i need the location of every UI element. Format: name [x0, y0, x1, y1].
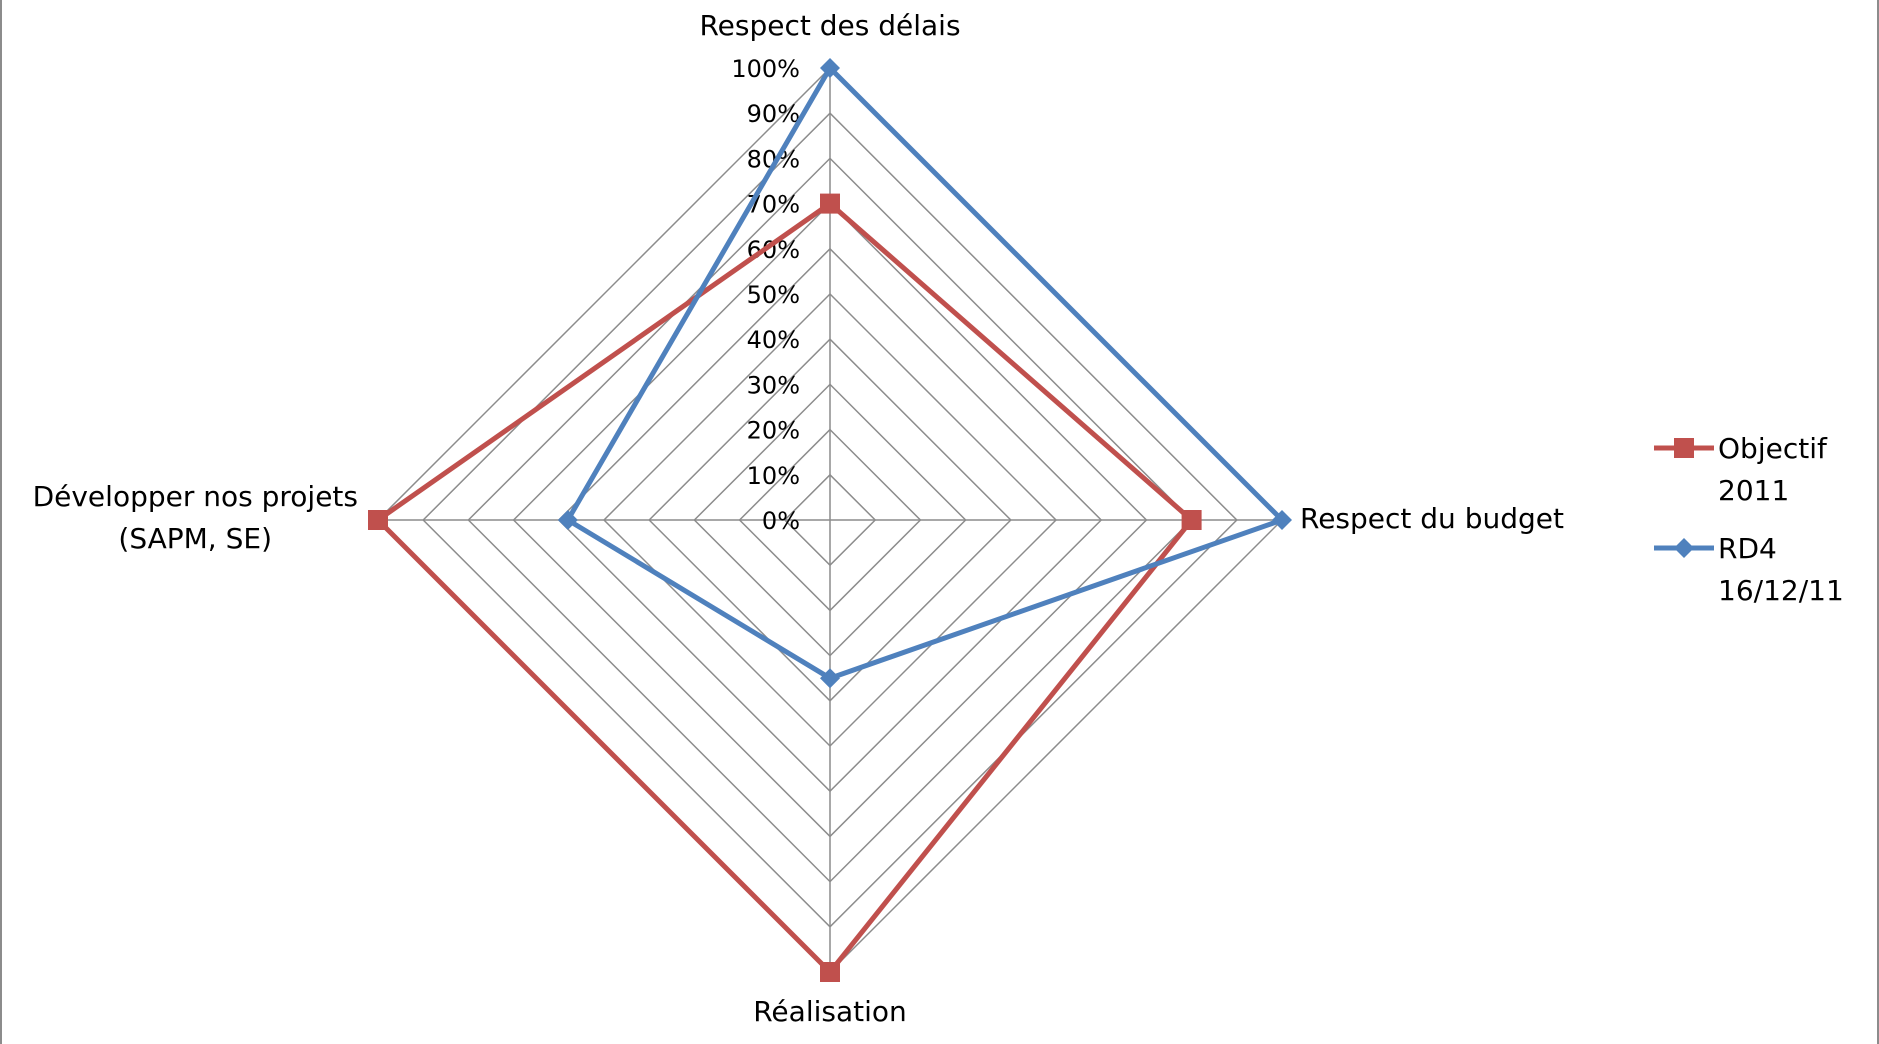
- data-point: [820, 668, 840, 689]
- data-point: [820, 193, 840, 214]
- legend-label-line: Objectif: [1718, 432, 1828, 465]
- tick-label: 20%: [747, 417, 800, 445]
- data-point: [820, 58, 840, 78]
- category-label: Développer nos projets (SAPM, SE): [33, 480, 358, 555]
- tick-label: 100%: [731, 55, 800, 83]
- legend-marker: [1674, 538, 1694, 558]
- legend-marker: [1674, 438, 1694, 458]
- tick-label: 90%: [747, 100, 800, 128]
- category-label-line: Réalisation: [753, 995, 907, 1028]
- legend-label-line: 16/12/11: [1718, 574, 1844, 607]
- tick-label: 50%: [747, 281, 800, 309]
- data-point: [820, 962, 840, 982]
- category-label-line: Respect des délais: [699, 9, 960, 42]
- series-line: [374, 200, 1196, 976]
- data-point: [1272, 510, 1292, 530]
- legend-label-line: 2011: [1718, 474, 1789, 507]
- tick-label: 30%: [747, 371, 800, 399]
- category-label: Respect du budget: [1300, 502, 1564, 535]
- category-label-line: Respect du budget: [1300, 502, 1564, 535]
- legend-label: Objectif 2011: [1718, 432, 1828, 507]
- category-label-line: Développer nos projets: [33, 480, 358, 513]
- data-point: [557, 510, 578, 530]
- legend-label-line: RD4: [1718, 532, 1777, 565]
- tick-label: 10%: [747, 462, 800, 490]
- category-label: Réalisation: [753, 995, 907, 1028]
- category-label: Respect des délais: [699, 9, 960, 42]
- series-line: [564, 63, 1287, 681]
- category-label-line: (SAPM, SE): [118, 522, 272, 555]
- tick-label: 0%: [762, 507, 800, 535]
- legend-label: RD4 16/12/11: [1718, 532, 1844, 607]
- tick-label: 60%: [747, 236, 800, 264]
- data-point: [1181, 510, 1202, 530]
- tick-label: 40%: [747, 326, 800, 354]
- data-point: [368, 510, 388, 530]
